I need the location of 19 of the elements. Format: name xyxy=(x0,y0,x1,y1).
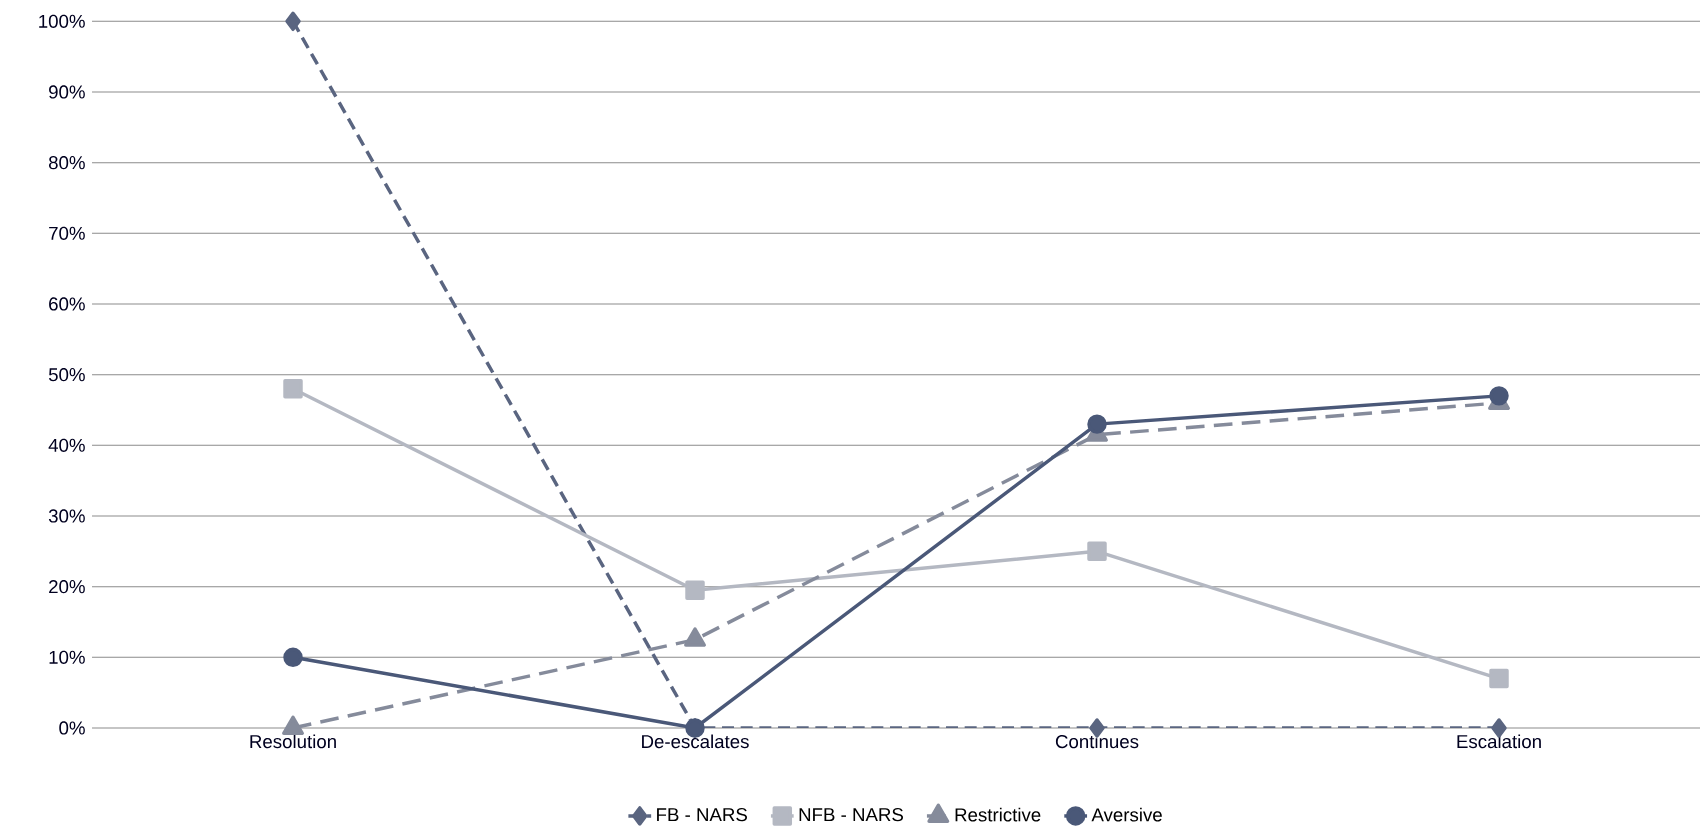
y-tick-label: 80% xyxy=(48,155,85,170)
x-tick-label: Escalation xyxy=(1457,734,1541,748)
y-tick-label: 20% xyxy=(49,579,85,594)
x-tick-label: Continues xyxy=(1055,734,1139,748)
legend-label: NFB - NARS xyxy=(799,807,903,822)
x-tick-label: Resolution xyxy=(250,734,336,748)
y-tick-label: 70% xyxy=(49,226,85,240)
legend-label: Aversive xyxy=(1091,807,1162,822)
legend-label: Restrictive xyxy=(955,807,1041,822)
y-tick-label: 90% xyxy=(49,85,85,99)
y-tick-label: 50% xyxy=(48,367,85,382)
y-tick-label: 100% xyxy=(39,14,85,28)
x-tick-label: De-escalates xyxy=(642,734,749,748)
y-tick-label: 40% xyxy=(48,438,85,452)
legend-label: FB - NARS xyxy=(657,807,747,822)
y-tick-label: 60% xyxy=(49,297,85,311)
y-tick-label: 0% xyxy=(59,721,85,735)
y-tick-label: 30% xyxy=(48,509,85,523)
y-tick-label: 10% xyxy=(49,650,85,664)
